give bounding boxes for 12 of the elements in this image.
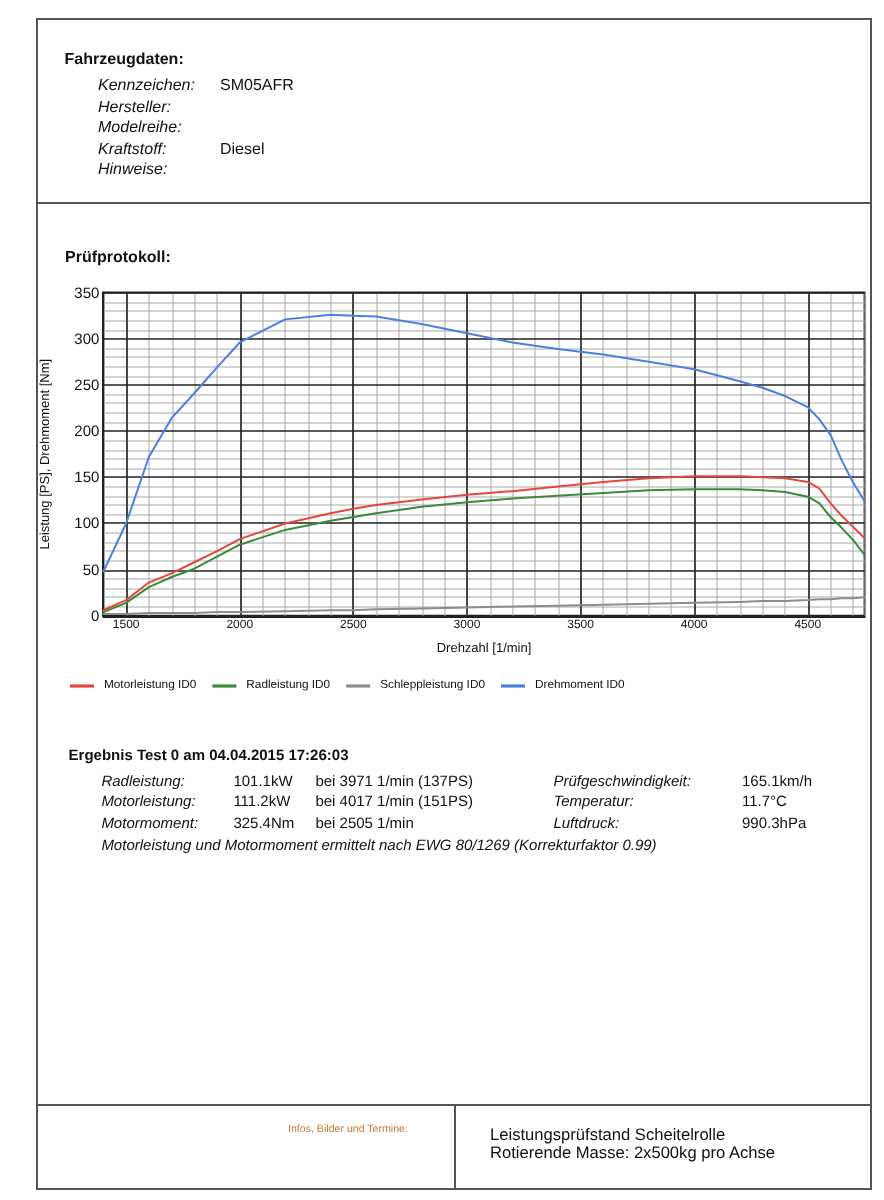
text: Diesel [220, 139, 265, 158]
text: Kraftstoff: [98, 139, 167, 158]
text: Fahrzeugdaten: [64, 49, 184, 68]
text: Modelreihe: [98, 118, 182, 137]
text: SM05AFR [220, 76, 294, 94]
chart-title: Prüfprotokoll: [65, 248, 171, 267]
text: Rotierende Masse: 2x500kg pro Achse [490, 1142, 776, 1163]
text: Hersteller: [98, 97, 171, 116]
text: Leistungsprüfstand Scheitelrolle [490, 1123, 726, 1144]
text: Kennzeichen: [98, 76, 195, 94]
text: Hinweise: [98, 160, 168, 179]
line-series [102, 313, 866, 573]
